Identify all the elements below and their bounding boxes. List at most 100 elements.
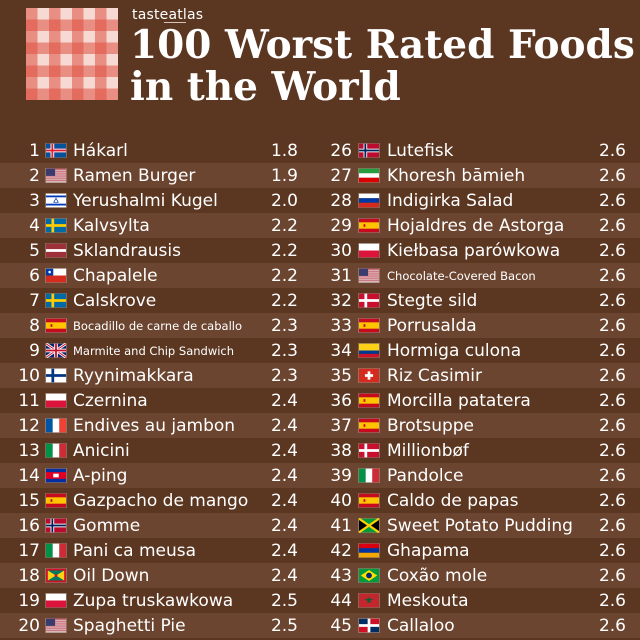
italy-flag-icon bbox=[45, 543, 67, 558]
rank-number: 7 bbox=[29, 290, 40, 311]
rank-number: 1 bbox=[29, 140, 40, 161]
food-name[interactable]: Callaloo bbox=[387, 615, 455, 636]
armenia-flag-icon bbox=[358, 543, 380, 558]
food-name[interactable]: Oil Down bbox=[73, 565, 150, 586]
italy-flag-icon bbox=[45, 443, 67, 458]
food-name[interactable]: Hojaldres de Astorga bbox=[387, 215, 565, 236]
food-name[interactable]: Chocolate-Covered Bacon bbox=[387, 268, 536, 283]
food-name[interactable]: Caldo de papas bbox=[387, 490, 519, 511]
rating-score: 2.6 bbox=[598, 215, 626, 236]
table-row: 6 Chapalele 2.2 31 Chocolate-Covered Bacon 2.… bbox=[0, 263, 640, 288]
rank-number: 15 bbox=[18, 490, 40, 511]
food-name[interactable]: Hormiga culona bbox=[387, 340, 522, 361]
food-name[interactable]: Yerushalmi Kugel bbox=[73, 190, 218, 211]
colombia-flag-icon bbox=[358, 343, 380, 358]
denmark-flag-icon bbox=[358, 443, 380, 458]
food-name[interactable]: Ryynimakkara bbox=[73, 365, 194, 386]
rating-score: 2.6 bbox=[598, 365, 626, 386]
food-name[interactable]: Gazpacho de mango bbox=[73, 490, 249, 511]
food-name[interactable]: Brotsuppe bbox=[387, 415, 475, 436]
rating-score: 2.6 bbox=[598, 540, 626, 561]
israel-flag-icon bbox=[45, 193, 67, 208]
food-name[interactable]: A-ping bbox=[73, 465, 128, 486]
rating-score: 2.4 bbox=[270, 515, 298, 536]
food-name[interactable]: Bocadillo de carne de caballo bbox=[73, 318, 242, 333]
tablecloth-logo bbox=[26, 8, 118, 100]
spain-flag-icon bbox=[358, 393, 380, 408]
rating-score: 2.6 bbox=[598, 240, 626, 261]
brand-name: tasteatlas bbox=[132, 7, 204, 23]
rating-score: 2.4 bbox=[270, 465, 298, 486]
food-name[interactable]: Gomme bbox=[73, 515, 141, 536]
table-row: 12 Endives au jambon 2.4 37 Brotsuppe 2.6 bbox=[0, 413, 640, 438]
food-name[interactable]: Chapalele bbox=[73, 265, 158, 286]
sweden-flag-icon bbox=[45, 293, 67, 308]
food-name[interactable]: Kiełbasa parówkowa bbox=[387, 240, 561, 261]
rating-score: 2.6 bbox=[598, 440, 626, 461]
usa-flag-icon bbox=[45, 168, 67, 183]
food-name[interactable]: Zupa truskawkowa bbox=[73, 590, 234, 611]
finland-flag-icon bbox=[45, 368, 67, 383]
food-name[interactable]: Sklandrausis bbox=[73, 240, 181, 261]
table-row: 18 Oil Down 2.4 43 Coxão mole 2.6 bbox=[0, 563, 640, 588]
food-name[interactable]: Hákarl bbox=[73, 140, 128, 161]
rating-score: 2.6 bbox=[598, 290, 626, 311]
food-name[interactable]: Anicini bbox=[73, 440, 130, 461]
rating-score: 2.2 bbox=[270, 290, 298, 311]
food-name[interactable]: Pandolce bbox=[387, 465, 464, 486]
rating-score: 2.6 bbox=[598, 390, 626, 411]
food-name[interactable]: Pani ca meusa bbox=[73, 540, 197, 561]
rating-score: 2.6 bbox=[598, 165, 626, 186]
food-name[interactable]: Spaghetti Pie bbox=[73, 615, 186, 636]
food-name[interactable]: Porrusalda bbox=[387, 315, 477, 336]
table-row: 20 Spaghetti Pie 2.5 45 Callaloo 2.6 bbox=[0, 613, 640, 638]
food-name[interactable]: Calskrove bbox=[73, 290, 157, 311]
food-name[interactable]: Indigirka Salad bbox=[387, 190, 514, 211]
food-name[interactable]: Czernina bbox=[73, 390, 148, 411]
food-name[interactable]: Stegte sild bbox=[387, 290, 478, 311]
spain-flag-icon bbox=[358, 318, 380, 333]
rating-score: 2.2 bbox=[270, 265, 298, 286]
food-name[interactable]: Riz Casimir bbox=[387, 365, 483, 386]
food-name[interactable]: Kalvsylta bbox=[73, 215, 150, 236]
food-name[interactable]: Ghapama bbox=[387, 540, 470, 561]
rank-number: 4 bbox=[29, 215, 40, 236]
grenada-flag-icon bbox=[45, 568, 67, 583]
food-name[interactable]: Marmite and Chip Sandwich bbox=[73, 343, 235, 358]
rank-number: 6 bbox=[29, 265, 40, 286]
food-name[interactable]: Ramen Burger bbox=[73, 165, 196, 186]
food-name[interactable]: Millionbøf bbox=[387, 440, 469, 461]
rating-score: 2.4 bbox=[270, 565, 298, 586]
rank-number: 19 bbox=[18, 590, 40, 611]
iran-flag-icon bbox=[358, 168, 380, 183]
food-name[interactable]: Endives au jambon bbox=[73, 415, 236, 436]
brand-logo[interactable]: tasteatlas bbox=[132, 7, 203, 23]
iceland-flag-icon bbox=[45, 143, 67, 158]
poland-flag-icon bbox=[45, 393, 67, 408]
rank-number: 31 bbox=[330, 265, 352, 286]
title-line-2: in the World bbox=[130, 64, 401, 110]
rating-score: 2.6 bbox=[598, 140, 626, 161]
food-name[interactable]: Sweet Potato Pudding bbox=[387, 515, 573, 536]
food-name[interactable]: Lutefisk bbox=[387, 140, 454, 161]
table-row: 10 Ryynimakkara 2.3 35 Riz Casimir 2.6 bbox=[0, 363, 640, 388]
rating-score: 2.6 bbox=[598, 190, 626, 211]
table-row: 13 Anicini 2.4 38 Millionbøf 2.6 bbox=[0, 438, 640, 463]
food-name[interactable]: Coxão mole bbox=[387, 565, 488, 586]
poland-flag-icon bbox=[358, 243, 380, 258]
dominican-republic-flag-icon bbox=[358, 618, 380, 633]
norway-flag-icon bbox=[45, 518, 67, 533]
food-name[interactable]: Meskouta bbox=[387, 590, 469, 611]
rating-score: 2.6 bbox=[598, 465, 626, 486]
rank-number: 28 bbox=[330, 190, 352, 211]
rating-score: 2.4 bbox=[270, 440, 298, 461]
food-name[interactable]: Morcilla patatera bbox=[387, 390, 531, 411]
jamaica-flag-icon bbox=[358, 518, 380, 533]
title-line-1: 100 Worst Rated Foods bbox=[130, 22, 635, 68]
table-row: 17 Pani ca meusa 2.4 42 Ghapama 2.6 bbox=[0, 538, 640, 563]
rank-number: 10 bbox=[18, 365, 40, 386]
latvia-flag-icon bbox=[45, 243, 67, 258]
rating-score: 2.6 bbox=[598, 515, 626, 536]
food-name[interactable]: Khoresh bāmieh bbox=[387, 165, 526, 186]
table-row: 19 Zupa truskawkowa 2.5 44 Meskouta 2.6 bbox=[0, 588, 640, 613]
